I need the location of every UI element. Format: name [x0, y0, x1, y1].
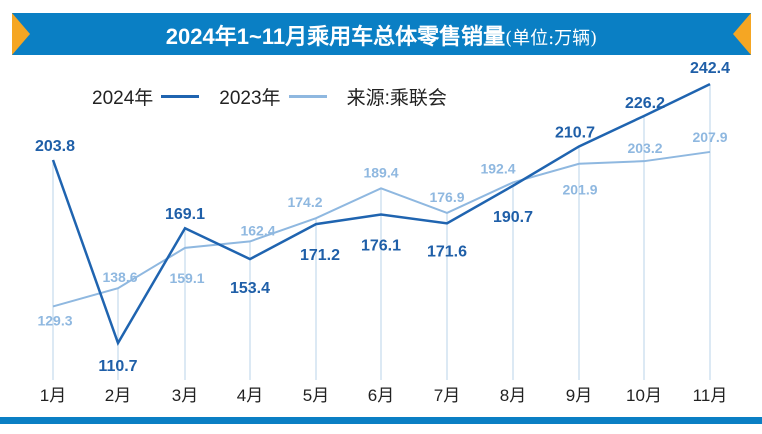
data-label-2023: 159.1 — [169, 270, 204, 286]
x-tick-label: 7月 — [434, 386, 460, 405]
data-label-2024: 176.1 — [361, 237, 401, 254]
data-label-2023: 176.9 — [429, 189, 464, 205]
x-tick-label: 10月 — [626, 386, 662, 405]
source-label: 来源:乘联会 — [346, 88, 447, 109]
legend-label-2023: 2023年 — [219, 88, 281, 109]
data-label-2024: 110.7 — [98, 358, 137, 375]
data-label-2024: 171.2 — [300, 247, 340, 264]
data-label-2023: 192.4 — [480, 160, 515, 176]
data-label-2024: 153.4 — [230, 280, 270, 297]
series-line-2024 — [51, 82, 711, 346]
data-label-2023: 174.2 — [287, 194, 322, 210]
bottom-bar — [0, 417, 762, 424]
data-label-2024: 169.1 — [165, 206, 205, 223]
data-label-2024: 190.7 — [493, 209, 533, 226]
x-tick-label: 6月 — [368, 386, 394, 405]
data-label-2023: 203.2 — [627, 140, 662, 156]
legend: 2024年 2023年 来源:乘联会 — [92, 83, 447, 110]
x-tick-label: 2月 — [105, 386, 131, 405]
data-label-2023: 207.9 — [692, 129, 727, 145]
title-main: 2024年1~11月乘用车总体零售销量 — [165, 24, 506, 49]
legend-line-2024 — [161, 95, 200, 98]
data-label-2024: 226.2 — [625, 95, 665, 112]
x-tick-label: 5月 — [303, 386, 329, 405]
left-arrow-decoration — [12, 13, 30, 55]
data-label-2023: 138.6 — [102, 269, 137, 285]
data-label-2024: 210.7 — [555, 124, 595, 141]
x-tick-label: 9月 — [566, 386, 592, 405]
legend-line-2023 — [288, 95, 327, 98]
series-line-2023 — [52, 150, 711, 308]
x-tick-label: 1月 — [40, 386, 66, 405]
title-bar: 2024年1~11月乘用车总体零售销量(单位:万辆) — [12, 13, 751, 55]
chart-title: 2024年1~11月乘用车总体零售销量(单位:万辆) — [12, 19, 751, 51]
title-unit: (单位:万辆) — [505, 28, 598, 49]
data-label-2024: 242.4 — [690, 60, 730, 77]
right-arrow-decoration — [733, 13, 751, 55]
x-tick-label: 3月 — [172, 386, 198, 405]
x-tick-label: 4月 — [237, 386, 263, 405]
data-label-2023: 201.9 — [562, 182, 597, 198]
x-tick-label: 8月 — [500, 386, 526, 405]
data-label-2024: 203.8 — [35, 138, 75, 155]
legend-label-2024: 2024年 — [92, 88, 154, 109]
data-label-2023: 129.3 — [37, 312, 72, 328]
x-tick-label: 11月 — [693, 386, 728, 405]
data-label-2024: 171.6 — [427, 243, 467, 260]
data-label-2023: 162.4 — [240, 222, 275, 238]
data-label-2023: 189.4 — [363, 164, 398, 180]
